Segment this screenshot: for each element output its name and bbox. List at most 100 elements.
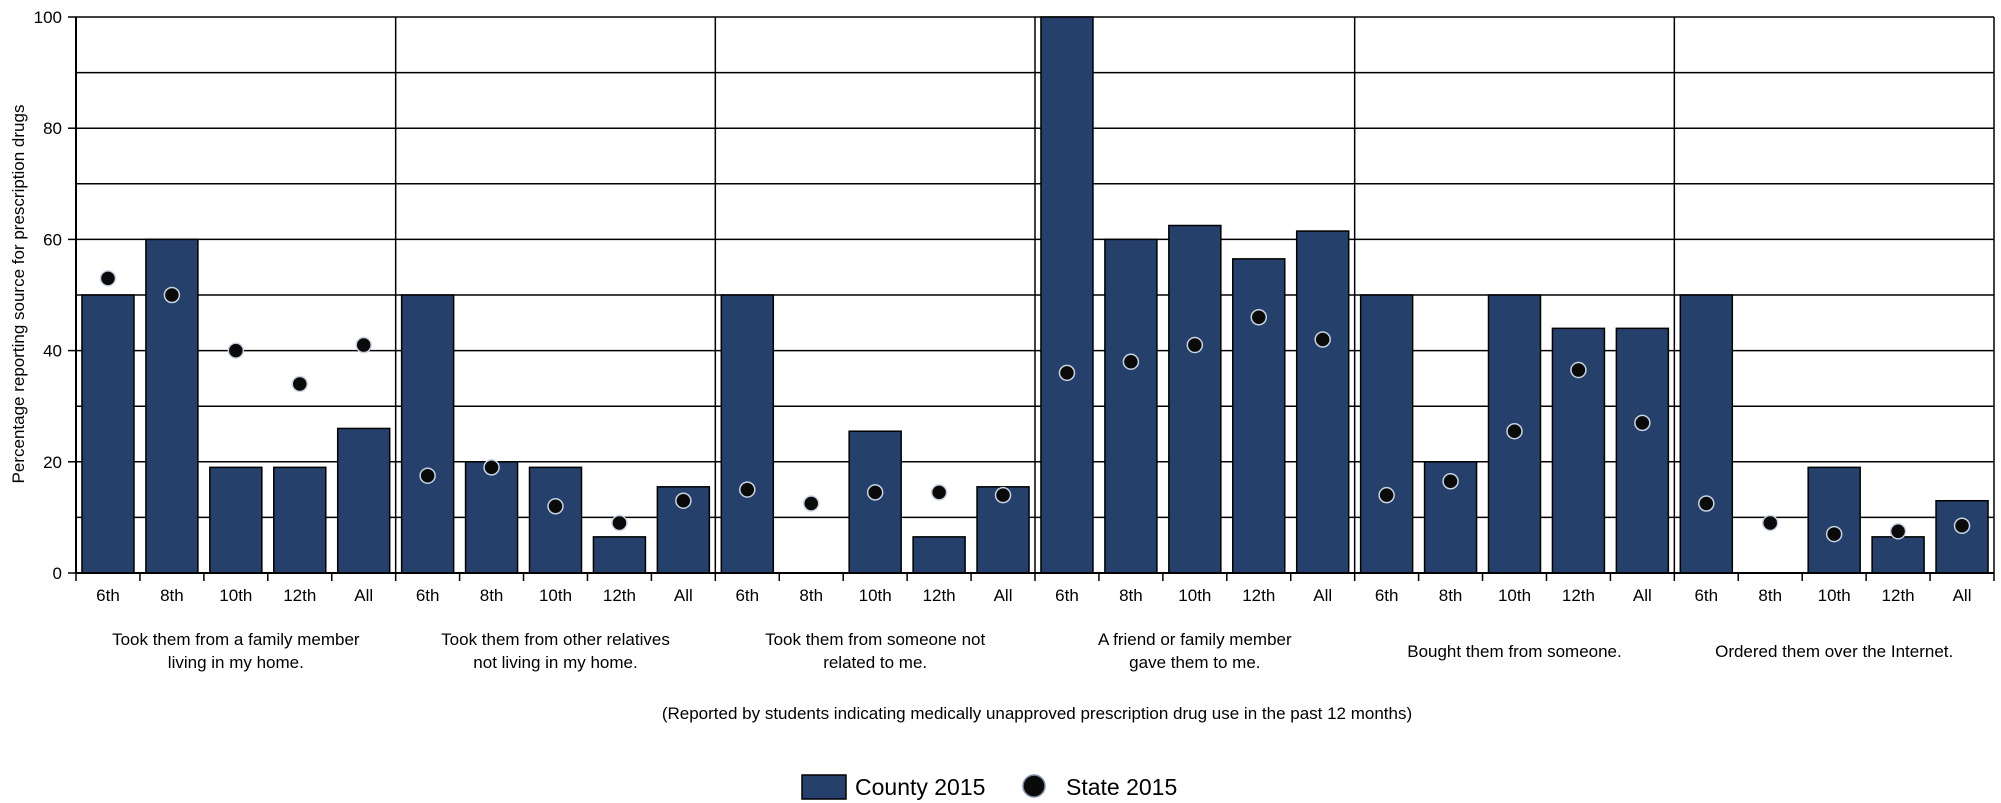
- state-dot: [1698, 495, 1715, 512]
- y-tick-label: 0: [53, 564, 62, 583]
- group-label-line: Took them from other relatives: [441, 630, 670, 649]
- group-labels: Took them from a family member living in …: [112, 630, 1953, 672]
- state-dot: [1314, 331, 1331, 348]
- x-tick-label: 8th: [160, 586, 184, 605]
- x-tick-label: 12th: [1882, 586, 1915, 605]
- x-tick-label: All: [1313, 586, 1332, 605]
- y-tick-label: 20: [43, 453, 62, 472]
- x-tick-label: 12th: [1242, 586, 1275, 605]
- county-bar: [1295, 230, 1350, 574]
- x-tick-label: 8th: [799, 586, 823, 605]
- group-label-line: Ordered them over the Internet.: [1715, 642, 1953, 661]
- state-dot: [994, 486, 1012, 504]
- county-bar: [1168, 224, 1222, 574]
- state-dot: [1761, 514, 1779, 532]
- y-tick-label: 80: [43, 119, 62, 138]
- state-dot: [1058, 364, 1076, 382]
- county-bar: [1807, 466, 1861, 574]
- group-label-line: Took them from a family member: [112, 630, 360, 649]
- x-tick-label: All: [1633, 586, 1652, 605]
- state-dot: [1250, 308, 1268, 326]
- state-dot: [930, 484, 948, 501]
- county-bar: [912, 536, 966, 574]
- legend-county-label: County 2015: [855, 774, 985, 800]
- county-bar: [336, 427, 391, 574]
- x-tick-label: 6th: [416, 586, 440, 605]
- state-dot: [1378, 486, 1395, 504]
- state-dot: [1953, 517, 1971, 534]
- group-label-line: A friend or family member: [1098, 630, 1292, 649]
- state-dot: [291, 375, 309, 393]
- state-dot: [675, 492, 692, 509]
- y-tick-label: 100: [34, 8, 62, 27]
- state-dot: [1570, 361, 1587, 379]
- footnote: (Reported by students indicating medical…: [662, 704, 1412, 723]
- state-dot: [163, 286, 181, 304]
- county-bar: [1040, 16, 1094, 574]
- county-bar: [464, 461, 519, 574]
- county-bar: [720, 294, 775, 574]
- legend-state-label: State 2015: [1066, 774, 1177, 800]
- county-bar: [81, 294, 135, 574]
- x-tick-label: All: [1953, 586, 1972, 605]
- state-dot: [355, 336, 372, 354]
- x-tick-label: 10th: [1498, 586, 1531, 605]
- legend-county-swatch: [801, 774, 847, 800]
- x-tick-label: 10th: [1178, 586, 1211, 605]
- group-label-line: Took them from someone not: [765, 630, 985, 649]
- county-bar: [1359, 294, 1414, 574]
- y-tick-label: 60: [43, 230, 62, 249]
- grid-lines: [76, 16, 1994, 574]
- x-tick-label: 12th: [283, 586, 316, 605]
- state-dots: [99, 270, 1971, 543]
- county-bar: [1935, 499, 1989, 574]
- state-dot: [802, 495, 820, 512]
- state-dot: [227, 342, 245, 359]
- group-label-line: Bought them from someone.: [1407, 642, 1622, 661]
- state-dot: [99, 270, 117, 287]
- x-tick-label: 12th: [603, 586, 636, 605]
- x-tick-label: 10th: [859, 586, 892, 605]
- county-bar: [592, 536, 647, 574]
- x-tick-label: All: [354, 586, 373, 605]
- y-axis-label: Percentage reporting source for prescrip…: [9, 105, 28, 484]
- county-bar: [273, 466, 327, 574]
- x-tick-label: 8th: [1119, 586, 1143, 605]
- county-bar: [848, 430, 902, 574]
- x-tick-label: All: [994, 586, 1013, 605]
- x-tick-label: 6th: [1055, 586, 1079, 605]
- x-tick-label: 10th: [219, 586, 252, 605]
- axes: [68, 16, 1995, 581]
- group-label-line: living in my home.: [168, 653, 304, 672]
- legend-state-marker: [1022, 774, 1046, 798]
- x-tick-label: 8th: [1758, 586, 1782, 605]
- county-bar: [1104, 238, 1158, 574]
- state-dot: [1825, 525, 1843, 543]
- group-label-line: related to me.: [823, 653, 927, 672]
- state-dot: [611, 514, 628, 532]
- county-bar: [1871, 536, 1925, 574]
- county-bar: [209, 466, 263, 574]
- x-tick-label: 10th: [1818, 586, 1851, 605]
- y-tick-labels: 0 20 40 60 80 100: [34, 8, 62, 583]
- x-tick-label: 6th: [96, 586, 120, 605]
- state-dot: [1186, 336, 1204, 354]
- state-dot: [739, 481, 756, 498]
- x-tick-label: 6th: [1694, 586, 1718, 605]
- state-dot: [1506, 422, 1523, 440]
- y-tick-label: 40: [43, 342, 62, 361]
- x-tick-label: 8th: [1439, 586, 1463, 605]
- x-tick-label: All: [674, 586, 693, 605]
- county-bar: [1679, 294, 1734, 574]
- state-dot: [547, 498, 564, 515]
- state-dot: [419, 467, 436, 484]
- county-bars: [81, 16, 1989, 574]
- county-bar: [400, 294, 455, 574]
- county-bar: [1232, 258, 1286, 574]
- county-bar: [528, 466, 583, 574]
- state-dot: [1122, 353, 1140, 370]
- x-tick-label: 12th: [1562, 586, 1595, 605]
- state-dot: [1889, 523, 1907, 540]
- x-tick-label: 10th: [539, 586, 572, 605]
